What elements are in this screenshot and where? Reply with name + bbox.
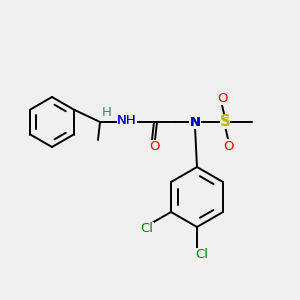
Text: Cl: Cl — [196, 248, 208, 262]
Text: O: O — [223, 140, 233, 152]
Text: N: N — [189, 116, 201, 128]
Text: NH: NH — [117, 115, 137, 128]
Text: O: O — [150, 140, 160, 154]
Text: O: O — [150, 140, 160, 154]
Text: Cl: Cl — [140, 223, 154, 236]
Text: H: H — [102, 106, 112, 118]
Text: S: S — [220, 115, 230, 130]
Text: S: S — [221, 116, 229, 128]
Text: O: O — [223, 140, 233, 152]
Text: O: O — [217, 92, 227, 104]
Text: H: H — [102, 106, 112, 118]
Text: Cl: Cl — [196, 248, 208, 262]
Text: S: S — [220, 115, 230, 130]
Text: N: N — [189, 116, 201, 128]
Text: NH: NH — [117, 115, 137, 128]
Text: Cl: Cl — [140, 223, 154, 236]
Text: NH: NH — [117, 115, 137, 128]
Text: O: O — [217, 92, 227, 104]
Text: N: N — [190, 116, 200, 128]
